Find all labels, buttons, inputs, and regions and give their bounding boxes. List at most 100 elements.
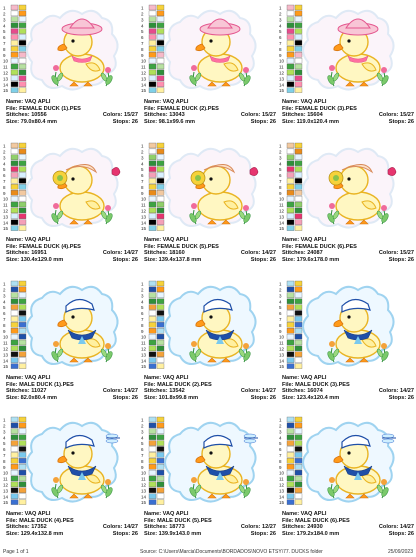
thread-swatch	[286, 322, 295, 328]
thread-swatch	[156, 28, 165, 34]
info-label: Size:	[6, 394, 20, 401]
thread-swatch	[294, 81, 303, 87]
thread-number: 3	[3, 155, 6, 160]
thread-swatch	[286, 87, 295, 93]
thread-number: 8	[3, 459, 6, 464]
info-right: Stops: 26	[251, 257, 276, 264]
thread-swatch	[294, 10, 303, 17]
info-label: Size:	[144, 394, 158, 401]
thread-swatch	[286, 469, 295, 476]
thread-number: 9	[141, 53, 144, 58]
thread-swatch	[10, 464, 19, 470]
thread-swatch	[286, 166, 295, 172]
info-value: 179.2x184.0 mm	[296, 530, 340, 537]
thread-number: 12	[141, 71, 147, 76]
thread-swatch	[294, 63, 303, 70]
info-value: 26	[131, 118, 138, 125]
thread-number: 6	[3, 447, 6, 452]
thread-number: 11	[3, 477, 8, 482]
thread-swatch	[148, 469, 157, 476]
thread-swatch	[286, 160, 295, 166]
thread-swatch	[286, 178, 295, 184]
thread-number: 2	[3, 424, 6, 429]
thread-swatch	[10, 499, 19, 505]
info-label: Size:	[144, 256, 158, 263]
thread-number: 11	[3, 341, 8, 346]
thread-swatch	[294, 469, 303, 476]
thread-swatch	[10, 339, 19, 346]
thread-swatch	[18, 201, 27, 208]
design-file-line: File: FEMALE DUCK (3).PES	[282, 106, 414, 113]
thread-number: 6	[279, 311, 282, 316]
design-info: Name: VAQ APLI File: FEMALE DUCK (1).PES S…	[6, 99, 138, 125]
thread-swatch	[294, 339, 303, 346]
thread-swatch	[18, 10, 27, 17]
thread-swatch	[18, 481, 27, 488]
thread-swatch	[294, 345, 303, 352]
thread-swatch	[148, 34, 157, 40]
thread-number: 2	[3, 288, 6, 293]
thread-swatch	[286, 298, 295, 304]
thread-number: 4	[279, 161, 282, 166]
info-label: Size:	[6, 118, 20, 125]
design-file-line: File: FEMALE DUCK (2).PES	[144, 106, 276, 113]
info-value: 123.4x120.4 mm	[296, 394, 340, 401]
info-label: Stitches:	[282, 250, 306, 257]
thread-swatch	[10, 190, 19, 196]
thread-number: 2	[279, 12, 282, 17]
thread-swatch	[148, 481, 157, 488]
thread-swatch	[10, 87, 19, 93]
info-label: Stops:	[112, 256, 131, 263]
info-value: 26	[269, 530, 276, 537]
info-label: Name:	[282, 237, 300, 243]
info-value: 14/27	[262, 250, 276, 257]
thread-swatch	[148, 213, 157, 219]
thread-swatch	[156, 446, 165, 452]
thread-number: 11	[141, 341, 146, 346]
info-value: FEMALE DUCK (1).PES	[19, 105, 81, 112]
thread-swatch	[286, 40, 295, 46]
thread-swatch	[148, 178, 157, 184]
duck-embroidery-design	[164, 147, 259, 229]
info-label: Stitches:	[282, 524, 306, 531]
thread-number: 2	[141, 424, 144, 429]
thread-swatch	[148, 328, 157, 334]
thread-number: 5	[3, 167, 6, 172]
thread-swatch	[18, 316, 27, 322]
thread-swatch	[148, 219, 157, 225]
thread-swatch	[156, 428, 165, 434]
thread-swatch	[18, 469, 27, 476]
info-label: Stops:	[250, 530, 269, 537]
page-number: Page 1 of 1	[3, 549, 29, 555]
thread-number: 13	[3, 488, 9, 493]
thread-number: 10	[279, 197, 285, 202]
thread-number: 11	[3, 65, 8, 70]
thread-swatch	[286, 190, 295, 196]
thread-number: 2	[3, 150, 6, 155]
design-size-line: Size: 179.6x178.0 mm Stops: 26	[282, 257, 414, 264]
thread-swatch	[148, 201, 157, 208]
thread-swatch	[148, 142, 157, 149]
duck-embroidery-design	[26, 285, 119, 367]
thread-number: 12	[3, 71, 9, 76]
thread-number: 5	[279, 441, 282, 446]
design-file-line: File: FEMALE DUCK (1).PES	[6, 106, 138, 113]
info-label: Size:	[6, 530, 20, 537]
thread-number: 5	[3, 29, 6, 34]
thread-number: 15	[141, 88, 147, 93]
thread-swatch	[10, 34, 19, 40]
info-value: VAQ APLI	[24, 375, 51, 381]
thread-number: 12	[279, 209, 285, 214]
info-label: Size:	[282, 530, 296, 537]
thread-swatch	[10, 469, 19, 476]
thread-number: 7	[279, 317, 282, 322]
thread-number: 3	[141, 155, 144, 160]
thread-number: 3	[3, 429, 6, 434]
thread-swatch	[294, 499, 303, 505]
thread-swatch	[18, 142, 27, 149]
design-name-line: Name: VAQ APLI	[282, 375, 414, 382]
thread-number: 3	[141, 429, 144, 434]
